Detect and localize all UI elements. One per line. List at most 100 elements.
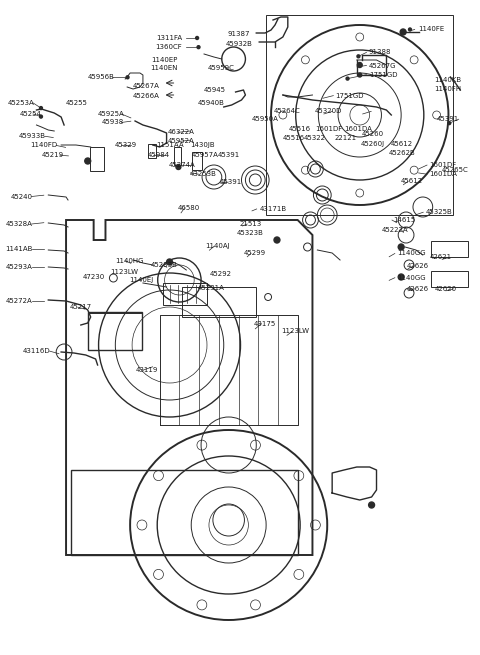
Text: 45933B: 45933B: [19, 133, 46, 140]
Text: 45292: 45292: [210, 271, 232, 278]
Text: 1123LW: 1123LW: [281, 328, 310, 335]
Text: 1140EN: 1140EN: [150, 65, 177, 71]
Text: 45328A: 45328A: [6, 221, 33, 227]
Text: 1140GG: 1140GG: [397, 274, 426, 281]
Text: 22121: 22121: [334, 135, 356, 141]
Text: 21513: 21513: [240, 221, 262, 227]
Circle shape: [85, 158, 91, 164]
Text: 1140FH: 1140FH: [434, 86, 461, 92]
Text: 45217: 45217: [70, 304, 92, 310]
Bar: [182, 287, 256, 317]
Text: 1140KB: 1140KB: [434, 77, 461, 83]
Text: 1601DA: 1601DA: [345, 126, 372, 132]
Circle shape: [358, 73, 362, 77]
Bar: [88, 312, 142, 350]
Text: 43119: 43119: [135, 367, 157, 373]
Text: 45267A: 45267A: [132, 83, 159, 90]
Text: 45254: 45254: [20, 111, 41, 117]
Text: 45952A: 45952A: [168, 138, 194, 145]
Circle shape: [196, 45, 201, 49]
Text: 1311FA: 1311FA: [156, 35, 182, 41]
Text: 45260J: 45260J: [361, 141, 385, 147]
Circle shape: [125, 75, 130, 79]
Text: 1123LW: 1123LW: [110, 269, 138, 275]
Circle shape: [39, 106, 43, 110]
Text: 1141AB: 1141AB: [6, 246, 33, 252]
Circle shape: [167, 259, 172, 265]
Circle shape: [447, 121, 451, 125]
Text: 45325B: 45325B: [426, 209, 452, 215]
Circle shape: [274, 237, 280, 243]
Text: 45984: 45984: [147, 152, 169, 159]
Text: 45938: 45938: [102, 119, 124, 126]
Circle shape: [176, 164, 181, 170]
Text: 1140AJ: 1140AJ: [205, 243, 230, 250]
Text: 45231A: 45231A: [198, 285, 225, 291]
Text: 1140EP: 1140EP: [151, 56, 177, 63]
Text: 45283B: 45283B: [151, 261, 178, 268]
Text: 1140FD: 1140FD: [30, 142, 58, 149]
Text: 45274A: 45274A: [168, 162, 195, 168]
Circle shape: [195, 36, 199, 40]
Text: 45272A: 45272A: [6, 298, 33, 305]
Text: 45323B: 45323B: [237, 230, 264, 236]
Text: 45391: 45391: [218, 152, 240, 159]
Bar: [148, 144, 156, 158]
Text: 1751GD: 1751GD: [369, 71, 397, 78]
Text: 45940B: 45940B: [198, 100, 225, 106]
Text: 42626: 42626: [407, 263, 429, 269]
Text: 1140HG: 1140HG: [115, 257, 143, 264]
Circle shape: [39, 115, 43, 119]
Text: 1140EJ: 1140EJ: [129, 277, 154, 284]
Text: 45262B: 45262B: [389, 150, 415, 157]
Text: 43171B: 43171B: [260, 206, 287, 212]
Text: 45267G: 45267G: [369, 62, 396, 69]
Text: 1140FE: 1140FE: [419, 26, 445, 33]
Text: 45945: 45945: [204, 86, 226, 93]
Text: 45925A: 45925A: [97, 111, 124, 117]
Bar: [174, 147, 181, 165]
Text: 45516: 45516: [289, 126, 312, 132]
Text: 43175: 43175: [253, 320, 276, 327]
Text: 43253B: 43253B: [189, 171, 216, 178]
Bar: [90, 147, 104, 171]
Text: 47230: 47230: [83, 274, 105, 280]
Text: 45266A: 45266A: [132, 92, 159, 99]
Circle shape: [398, 244, 404, 250]
Text: 42621: 42621: [430, 254, 452, 261]
Text: 45253A: 45253A: [8, 100, 35, 106]
Text: 45391: 45391: [220, 179, 242, 185]
Text: 45264C: 45264C: [274, 108, 300, 115]
Text: 1140GG: 1140GG: [397, 250, 426, 257]
Circle shape: [356, 54, 360, 58]
Text: 1430JB: 1430JB: [191, 142, 215, 149]
Circle shape: [408, 28, 412, 31]
Text: 45932B: 45932B: [225, 41, 252, 47]
Text: 46580: 46580: [178, 204, 200, 211]
Text: 1360CF: 1360CF: [155, 44, 182, 50]
Text: 1151AA: 1151AA: [156, 142, 183, 149]
Circle shape: [357, 62, 362, 67]
Text: 14615: 14615: [393, 217, 415, 223]
Text: 45299: 45299: [243, 250, 265, 257]
Text: 91388: 91388: [369, 49, 391, 56]
Text: 45329: 45329: [115, 142, 137, 149]
Text: 45222A: 45222A: [382, 227, 408, 233]
Bar: [431, 241, 468, 257]
Text: 1601DA: 1601DA: [430, 171, 457, 178]
Text: 1751GD: 1751GD: [336, 92, 364, 99]
Bar: [163, 283, 207, 305]
Circle shape: [398, 274, 404, 280]
Text: 45260: 45260: [362, 131, 384, 138]
Text: 45219: 45219: [42, 152, 64, 159]
Text: 45320D: 45320D: [315, 108, 342, 115]
Bar: [431, 271, 468, 287]
Text: 1601DF: 1601DF: [315, 126, 342, 132]
Text: 45391: 45391: [436, 116, 459, 122]
Circle shape: [400, 29, 406, 35]
Text: 45255: 45255: [66, 100, 88, 106]
Text: 45240: 45240: [11, 193, 33, 200]
Text: 42620: 42620: [434, 286, 456, 292]
Text: 1601DF: 1601DF: [430, 162, 456, 168]
Text: 45957A: 45957A: [191, 152, 218, 159]
